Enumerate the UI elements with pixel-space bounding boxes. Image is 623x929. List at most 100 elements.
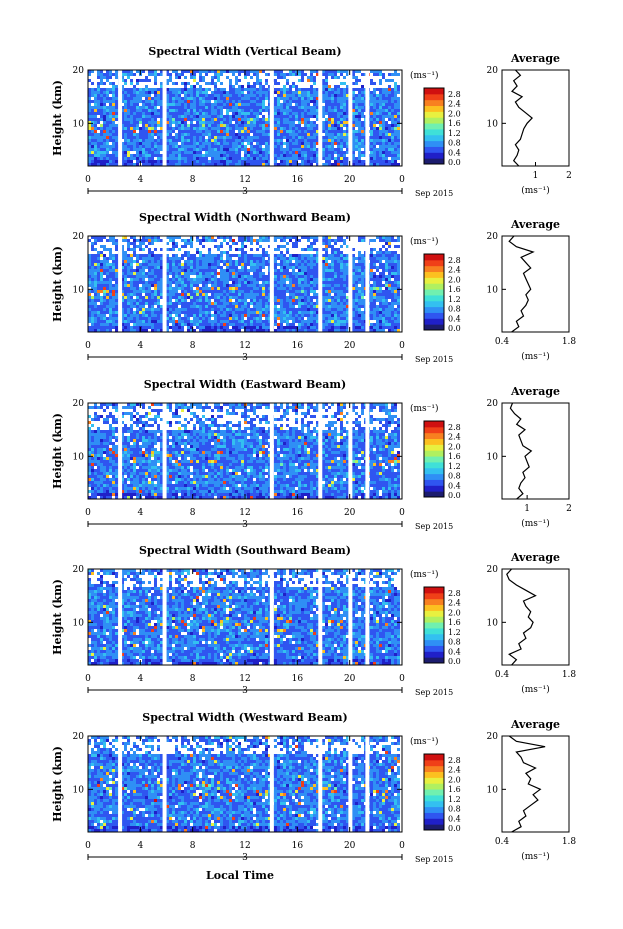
- heatmap-cell: [265, 302, 268, 305]
- heatmap-cell: [148, 121, 151, 124]
- heatmap-cell: [97, 163, 100, 166]
- heatmap-cell: [112, 94, 115, 97]
- heatmap-cell: [310, 79, 313, 82]
- heatmap-cell: [295, 163, 298, 166]
- heatmap-cell: [259, 124, 262, 127]
- heatmap-cell: [193, 94, 196, 97]
- heatmap-cell: [196, 260, 199, 263]
- heatmap-cell: [394, 296, 397, 299]
- heatmap-cell: [322, 299, 325, 302]
- heatmap-cell: [241, 272, 244, 275]
- heatmap-cell: [232, 109, 235, 112]
- heatmap-cell: [373, 157, 376, 160]
- heatmap-cell: [322, 145, 325, 148]
- heatmap-cell: [208, 248, 211, 251]
- heatmap-cell: [307, 139, 310, 142]
- heatmap-cell: [97, 103, 100, 106]
- heatmap-cell: [340, 151, 343, 154]
- heatmap-cell: [382, 88, 385, 91]
- heatmap-cell: [229, 290, 232, 293]
- heatmap-cell: [217, 248, 220, 251]
- heatmap-cell: [211, 296, 214, 299]
- heatmap-cell: [145, 275, 148, 278]
- heatmap-cell: [112, 242, 115, 245]
- heatmap-cell: [280, 91, 283, 94]
- heatmap-cell: [385, 79, 388, 82]
- heatmap-cell: [109, 278, 112, 281]
- heatmap-cell: [232, 263, 235, 266]
- heatmap-cell: [268, 100, 271, 103]
- heatmap-cell: [172, 248, 175, 251]
- heatmap-cell: [157, 100, 160, 103]
- heatmap-cell: [310, 236, 313, 239]
- heatmap-cell: [262, 124, 265, 127]
- heatmap-cell: [277, 254, 280, 257]
- heatmap-cell: [388, 124, 391, 127]
- average-profile-line: [511, 69, 533, 167]
- heatmap-cell: [211, 163, 214, 166]
- heatmap-cell: [241, 275, 244, 278]
- heatmap-cell: [262, 263, 265, 266]
- heatmap-cell: [244, 100, 247, 103]
- heatmap-cell: [160, 163, 163, 166]
- heatmap-cell: [196, 284, 199, 287]
- heatmap-cell: [379, 284, 382, 287]
- heatmap-cell: [160, 148, 163, 151]
- heatmap-cell: [112, 103, 115, 106]
- heatmap-cell: [250, 287, 253, 290]
- heatmap-cell: [229, 136, 232, 139]
- heatmap-cell: [316, 100, 319, 103]
- heatmap-cell: [238, 157, 241, 160]
- heatmap-cell: [283, 287, 286, 290]
- heatmap-cell: [373, 82, 376, 85]
- heatmap-cell: [94, 142, 97, 145]
- heatmap-cell: [220, 236, 223, 239]
- heatmap-cell: [91, 302, 94, 305]
- heatmap-cell: [148, 163, 151, 166]
- heatmap-cell: [337, 130, 340, 133]
- heatmap-cell: [229, 287, 232, 290]
- heatmap-cell: [172, 236, 175, 239]
- heatmap-cell: [325, 130, 328, 133]
- heatmap-cell: [256, 293, 259, 296]
- heatmap-cell: [307, 248, 310, 251]
- heatmap-cell: [325, 70, 328, 73]
- heatmap-cell: [139, 266, 142, 269]
- heatmap-cell: [322, 124, 325, 127]
- heatmap-cell: [265, 254, 268, 257]
- heatmap-cell: [337, 136, 340, 139]
- heatmap-cell: [187, 254, 190, 257]
- heatmap-cell: [373, 299, 376, 302]
- heatmap-cell: [328, 133, 331, 136]
- heatmap-cell: [298, 287, 301, 290]
- heatmap-cell: [202, 257, 205, 260]
- heatmap-cell: [154, 260, 157, 263]
- heatmap-cell: [280, 112, 283, 115]
- heatmap-cell: [94, 272, 97, 275]
- heatmap-cell: [184, 121, 187, 124]
- heatmap-cell: [370, 287, 373, 290]
- heatmap-cell: [262, 97, 265, 100]
- heatmap-cell: [157, 281, 160, 284]
- heatmap-cell: [91, 133, 94, 136]
- heatmap-cell: [253, 70, 256, 73]
- heatmap-cell: [169, 260, 172, 263]
- heatmap-cell: [145, 257, 148, 260]
- heatmap-cell: [286, 154, 289, 157]
- heatmap-cell: [193, 263, 196, 266]
- heatmap-cell: [253, 109, 256, 112]
- heatmap-cell: [88, 127, 91, 130]
- heatmap-cell: [307, 109, 310, 112]
- heatmap-cell: [166, 163, 169, 166]
- heatmap-cell: [253, 148, 256, 151]
- heatmap-cell: [259, 266, 262, 269]
- heatmap-cell: [217, 139, 220, 142]
- heatmap-cell: [283, 130, 286, 133]
- heatmap-cell: [244, 127, 247, 130]
- heatmap-cell: [355, 278, 358, 281]
- heatmap-cell: [352, 100, 355, 103]
- heatmap-cell: [214, 275, 217, 278]
- heatmap-cell: [142, 281, 145, 284]
- heatmap-cell: [121, 88, 124, 91]
- heatmap-cell: [223, 281, 226, 284]
